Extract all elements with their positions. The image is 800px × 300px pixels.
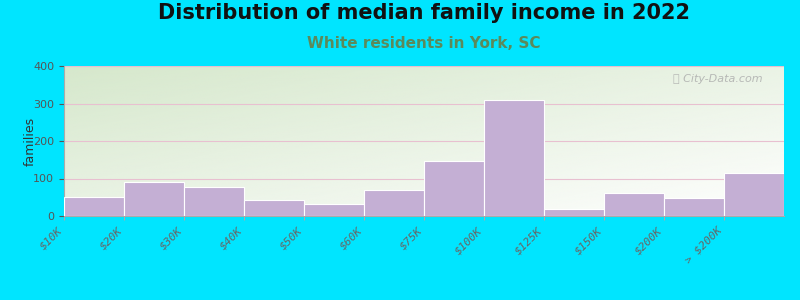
Bar	[724, 173, 784, 216]
Bar	[424, 161, 484, 216]
Bar	[484, 100, 544, 216]
Text: ⓘ City-Data.com: ⓘ City-Data.com	[673, 74, 762, 83]
Bar	[364, 190, 424, 216]
Text: Distribution of median family income in 2022: Distribution of median family income in …	[158, 3, 690, 23]
Bar	[124, 182, 184, 216]
Bar	[304, 204, 364, 216]
Bar	[664, 198, 724, 216]
Bar	[604, 193, 664, 216]
Text: White residents in York, SC: White residents in York, SC	[307, 36, 541, 51]
Bar	[184, 187, 244, 216]
Bar	[244, 200, 304, 216]
Bar	[544, 209, 604, 216]
Bar	[64, 197, 124, 216]
Y-axis label: families: families	[24, 116, 37, 166]
